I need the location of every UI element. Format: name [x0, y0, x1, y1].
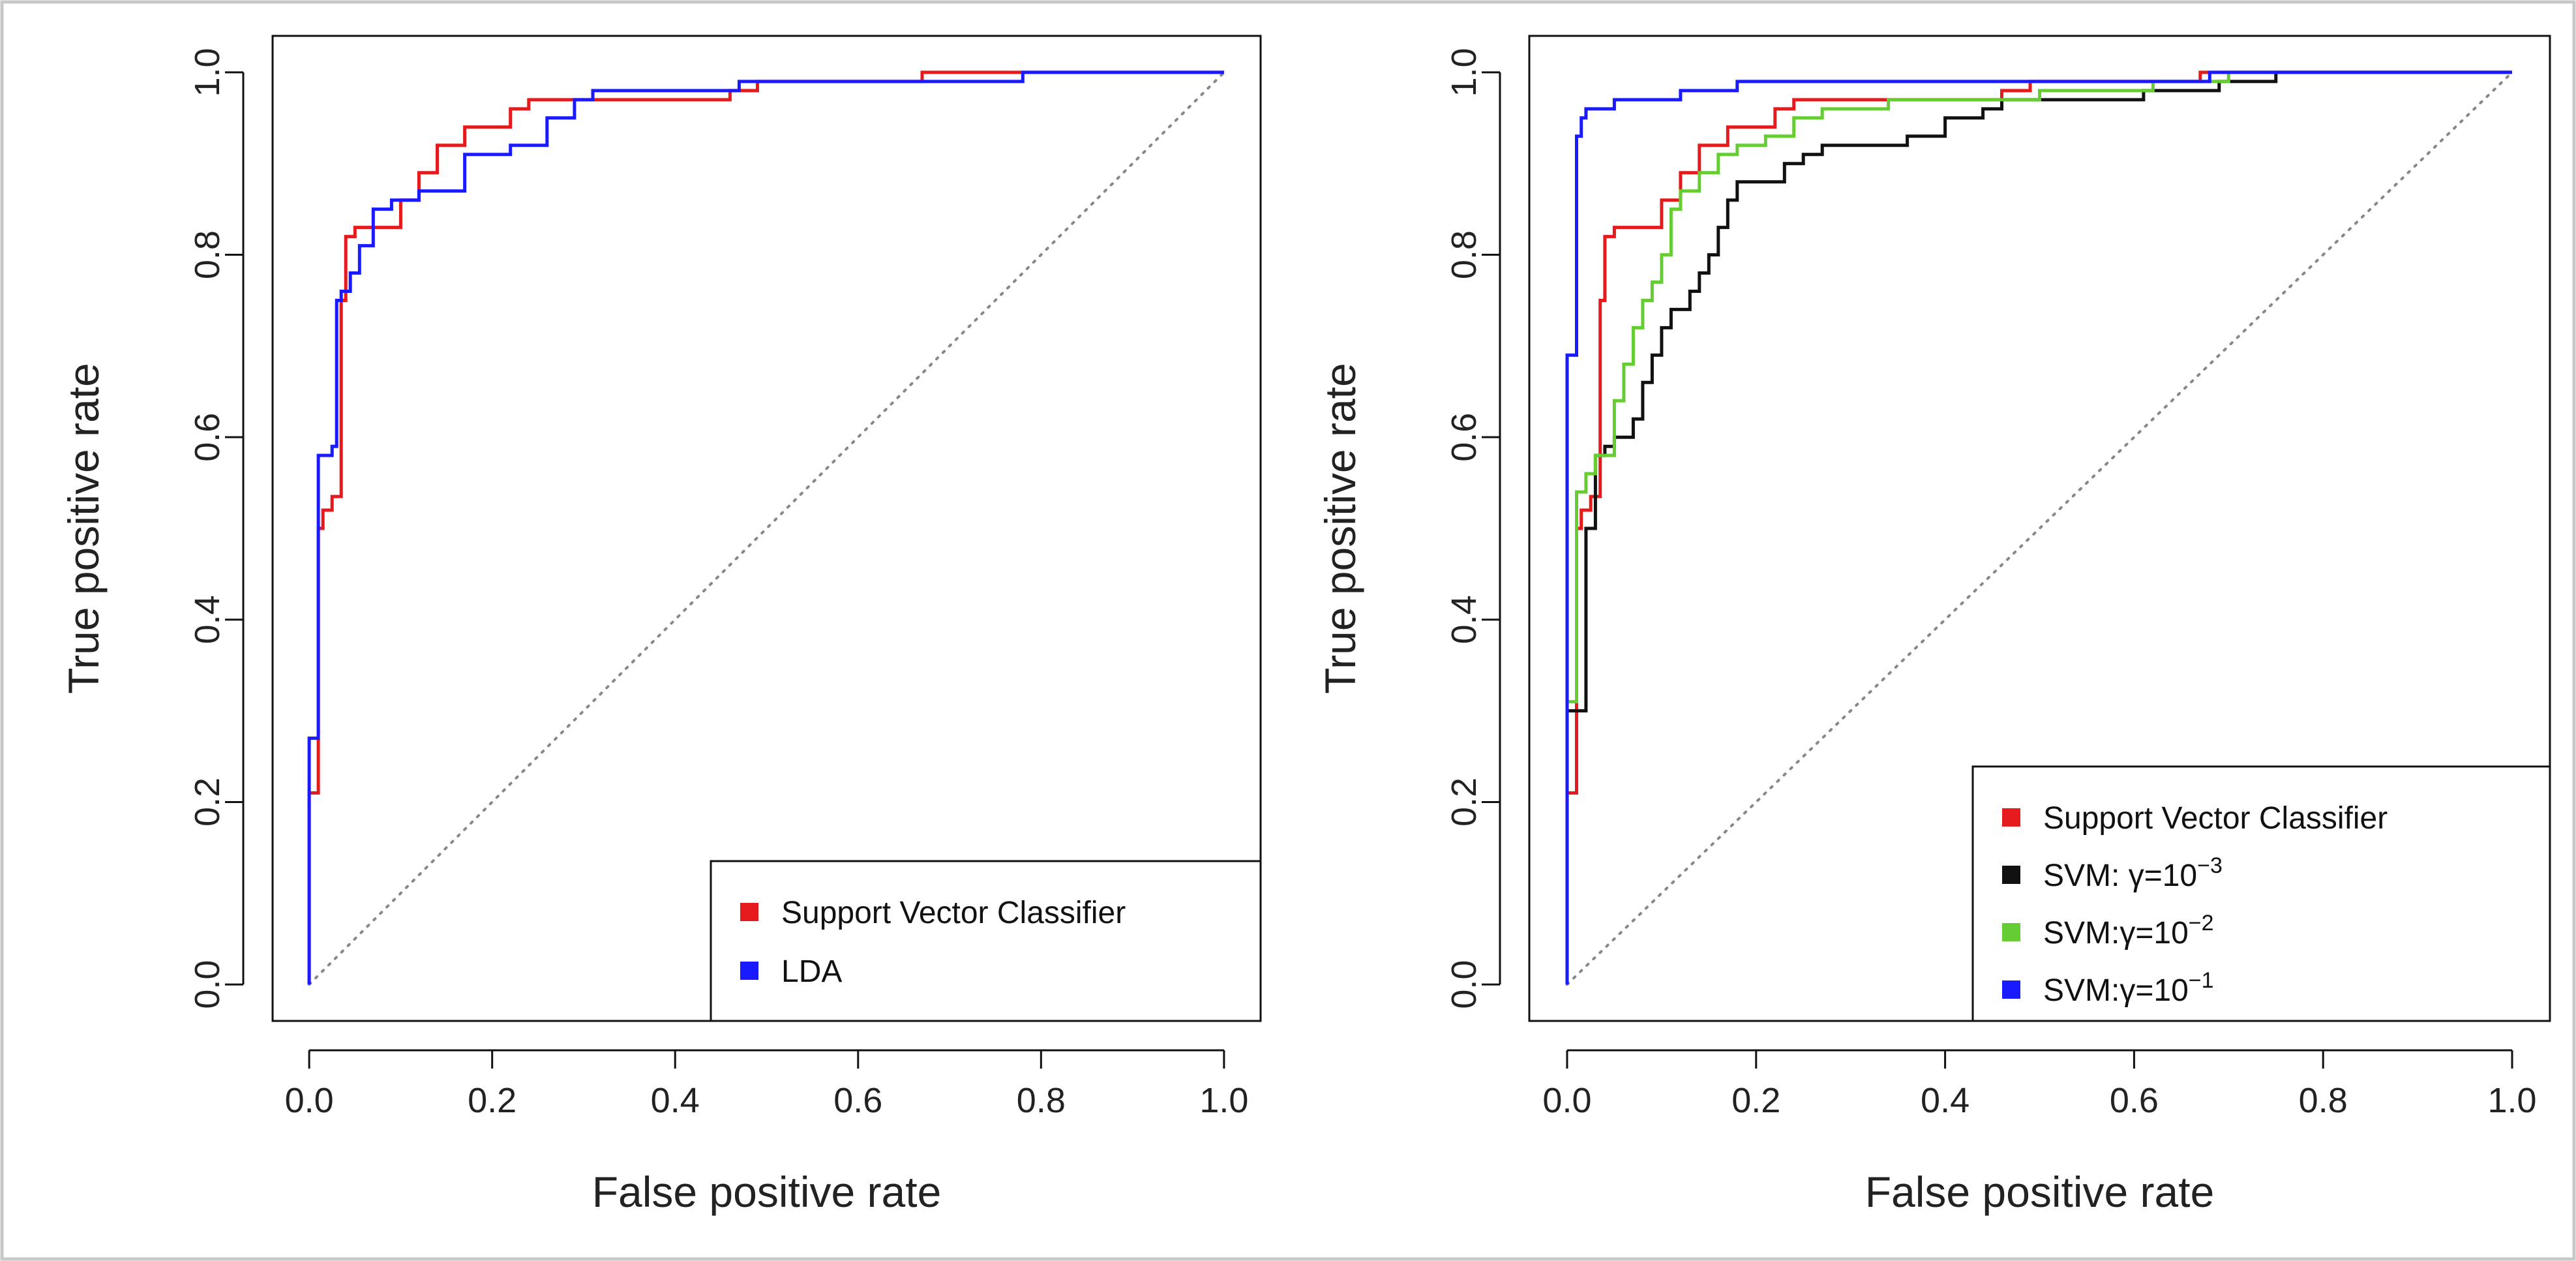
diagonal-reference-line: [308, 70, 1225, 986]
legend-box: [1971, 765, 2551, 1022]
roc-curve-series-2: [307, 70, 1224, 985]
legend-box: [710, 860, 1262, 1022]
x-tick-label: 0.8: [1017, 1081, 1066, 1120]
y-tick-label: 0.2: [188, 778, 227, 827]
y-axis-title: True positive rate: [59, 363, 108, 693]
legend-swatch: [2002, 980, 2020, 999]
y-tick-label: 0.2: [1445, 778, 1484, 827]
y-axis-title: True positive rate: [1316, 363, 1364, 693]
x-tick-label: 0.6: [833, 1081, 882, 1120]
y-tick-label: 0.4: [1445, 595, 1484, 644]
legend-label: Support Vector Classifier: [781, 896, 1126, 930]
x-axis-title: False positive rate: [592, 1168, 942, 1216]
x-axis-title: False positive rate: [1865, 1168, 2215, 1216]
y-tick-label: 0.8: [188, 230, 227, 279]
legend-swatch: [740, 962, 758, 980]
legend-label: LDA: [781, 954, 842, 989]
legend-label: SVM:γ=10−1: [2043, 968, 2214, 1008]
legend: Support Vector Classifier LDA: [710, 860, 1262, 1022]
roc-curve-series-3: [1565, 70, 2512, 985]
right-roc-panel: 0.0 0.2 0.4 0.6 0.8 1.0 0.0 0.2 0.4 0.6 0.8 1.0 Fals…: [1316, 35, 2551, 1216]
legend-swatch: [740, 903, 758, 921]
legend: Support Vector Classifier SVM: γ=10−3 SVM:…: [1971, 765, 2551, 1022]
y-tick-label: 0.6: [188, 413, 227, 462]
roc-curve-series-4: [1565, 70, 2512, 985]
legend-swatch: [2002, 866, 2020, 884]
legend-swatch: [2002, 808, 2020, 827]
x-tick-label: 0.4: [651, 1081, 700, 1120]
y-tick-label: 0.8: [1445, 230, 1484, 279]
y-tick-label: 0.0: [1445, 960, 1484, 1009]
x-tick-label: 0.6: [2110, 1081, 2159, 1120]
x-tick-label: 0.2: [468, 1081, 517, 1120]
legend-label: Support Vector Classifier: [2043, 801, 2388, 836]
legend-swatch: [2002, 923, 2020, 941]
y-tick-label: 0.4: [188, 595, 227, 644]
legend-label: SVM: γ=10−3: [2043, 853, 2223, 893]
left-roc-panel: 0.0 0.2 0.4 0.6 0.8 1.0 0.0 0.2 0.4 0.6 0.8 1.0 Fals…: [59, 35, 1262, 1216]
x-tick-label: 0.2: [1731, 1081, 1780, 1120]
legend-label: SVM:γ=10−2: [2043, 911, 2214, 950]
diagonal-reference-line: [1565, 70, 2514, 986]
x-tick-label: 0.8: [2299, 1081, 2348, 1120]
x-tick-label: 0.0: [285, 1081, 334, 1120]
y-tick-label: 0.0: [188, 960, 227, 1009]
y-tick-label: 1.0: [1445, 48, 1484, 97]
y-tick-label: 1.0: [188, 48, 227, 97]
x-tick-label: 1.0: [1199, 1081, 1248, 1120]
x-tick-label: 0.0: [1542, 1081, 1591, 1120]
x-tick-label: 0.4: [1921, 1081, 1969, 1120]
x-tick-label: 1.0: [2487, 1081, 2536, 1120]
y-tick-label: 0.6: [1445, 413, 1484, 462]
